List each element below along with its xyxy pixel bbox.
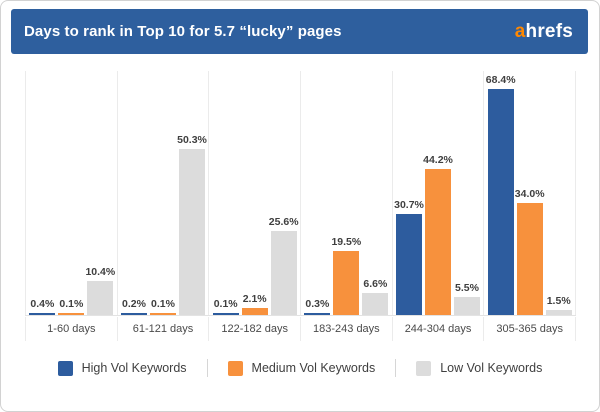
- bar-high-vol-keywords: [304, 313, 331, 315]
- legend-label-high-vol: High Vol Keywords: [81, 361, 187, 375]
- bar-wrap: 1.5%: [545, 295, 572, 315]
- bar-value-label: 5.5%: [455, 281, 479, 294]
- category-label-1-60-days: 1-60 days: [25, 317, 117, 341]
- bar-wrap: 0.3%: [304, 298, 331, 315]
- bar-group-1-60-days: 0.4% 0.1% 10.4%: [25, 71, 117, 315]
- bar-high-vol-keywords: [212, 313, 239, 315]
- bar-wrap: 0.1%: [150, 298, 176, 315]
- bar-wrap: 25.6%: [269, 216, 299, 315]
- bar-value-label: 0.1%: [59, 298, 84, 310]
- bar-value-label: 68.4%: [485, 74, 516, 87]
- bar-medium-vol-keywords: [425, 169, 452, 315]
- bar-low-vol-keywords: [87, 280, 114, 315]
- bar-wrap: 50.3%: [177, 134, 207, 315]
- bar-wrap: 5.5%: [454, 282, 481, 315]
- bar-wrap: 30.7%: [394, 199, 424, 315]
- bar-wrap: 19.5%: [331, 236, 361, 315]
- bar-high-vol-keywords: [487, 89, 514, 315]
- bar-value-label: 44.2%: [423, 154, 453, 167]
- legend-swatch-low-vol: [416, 360, 432, 376]
- ahrefs-logo-rest: hrefs: [525, 20, 573, 42]
- plot-area: 0.4% 0.1% 10.4% 0.2% 0.1% 50.3% 0.1% 2.1% 25.6% 0…: [25, 71, 577, 316]
- bar-wrap: 2.1%: [241, 293, 268, 315]
- category-label-305-365-days: 305-365 days: [483, 317, 577, 341]
- bar-high-vol-keywords: [121, 313, 147, 315]
- bar-high-vol-keywords: [29, 313, 56, 315]
- bar-medium-vol-keywords: [58, 313, 85, 315]
- chart-title: Days to rank in Top 10 for 5.7 “lucky” p…: [24, 23, 342, 40]
- bar-value-label: 50.3%: [177, 134, 207, 147]
- bar-value-label: 19.5%: [331, 235, 362, 248]
- category-label-244-304-days: 244-304 days: [391, 317, 484, 341]
- legend: High Vol Keywords Medium Vol Keywords Lo…: [1, 354, 599, 382]
- legend-label-medium-vol: Medium Vol Keywords: [251, 361, 376, 375]
- bar-value-label: 34.0%: [514, 187, 545, 200]
- category-axis: 1-60 days 61-121 days 122-182 days 183-243 …: [25, 317, 577, 341]
- legend-item-high-vol: High Vol Keywords: [57, 360, 187, 376]
- bar-value-label: 6.6%: [363, 278, 388, 291]
- legend-item-low-vol: Low Vol Keywords: [416, 360, 543, 376]
- bar-medium-vol-keywords: [241, 308, 268, 315]
- legend-swatch-high-vol: [57, 360, 73, 376]
- legend-swatch-medium-vol: [227, 360, 243, 376]
- bar-low-vol-keywords: [270, 230, 297, 315]
- legend-item-medium-vol: Medium Vol Keywords: [227, 360, 376, 376]
- bar-value-label: 2.1%: [242, 293, 267, 306]
- bar-wrap: 0.2%: [121, 298, 147, 315]
- bar-wrap: 10.4%: [85, 266, 115, 315]
- bar-value-label: 30.7%: [394, 198, 424, 211]
- ahrefs-logo-a: a: [514, 20, 526, 42]
- bar-low-vol-keywords: [454, 296, 481, 315]
- bar-value-label: 0.1%: [151, 298, 175, 310]
- bar-high-vol-keywords: [396, 213, 423, 315]
- bar-low-vol-keywords: [179, 149, 205, 315]
- bar-medium-vol-keywords: [333, 250, 360, 315]
- bar-value-label: 0.2%: [122, 298, 146, 310]
- bar-value-label: 0.1%: [213, 298, 238, 310]
- category-label-183-243-days: 183-243 days: [300, 317, 392, 341]
- bar-group-244-304-days: 30.7% 44.2% 5.5%: [391, 71, 484, 315]
- bar-wrap: 34.0%: [515, 188, 545, 315]
- bar-medium-vol-keywords: [150, 313, 176, 315]
- bar-wrap: 68.4%: [486, 74, 516, 315]
- category-label-61-121-days: 61-121 days: [116, 317, 209, 341]
- category-label-122-182-days: 122-182 days: [208, 317, 300, 341]
- chart-header: Days to rank in Top 10 for 5.7 “lucky” p…: [11, 9, 588, 54]
- bar-wrap: 0.4%: [29, 298, 56, 315]
- ahrefs-logo: ahrefs: [515, 21, 573, 43]
- bar-medium-vol-keywords: [516, 202, 543, 315]
- bar-value-label: 1.5%: [546, 295, 571, 308]
- bar-value-label: 10.4%: [85, 265, 116, 278]
- bar-wrap: 0.1%: [58, 298, 85, 315]
- legend-divider: [206, 359, 208, 377]
- bar-wrap: 6.6%: [362, 278, 389, 315]
- legend-divider: [395, 359, 397, 377]
- bar-wrap: 44.2%: [423, 154, 453, 315]
- bar-group-122-182-days: 0.1% 2.1% 25.6%: [208, 71, 300, 315]
- bar-value-label: 0.4%: [30, 298, 55, 310]
- bar-group-61-121-days: 0.2% 0.1% 50.3%: [116, 71, 209, 315]
- bar-group-305-365-days: 68.4% 34.0% 1.5%: [483, 71, 577, 315]
- bar-value-label: 25.6%: [268, 215, 299, 228]
- bar-low-vol-keywords: [362, 293, 389, 315]
- bar-low-vol-keywords: [545, 310, 572, 315]
- legend-label-low-vol: Low Vol Keywords: [440, 361, 543, 375]
- bar-wrap: 0.1%: [212, 298, 239, 315]
- bar-group-183-243-days: 0.3% 19.5% 6.6%: [300, 71, 392, 315]
- bar-value-label: 0.3%: [305, 298, 330, 310]
